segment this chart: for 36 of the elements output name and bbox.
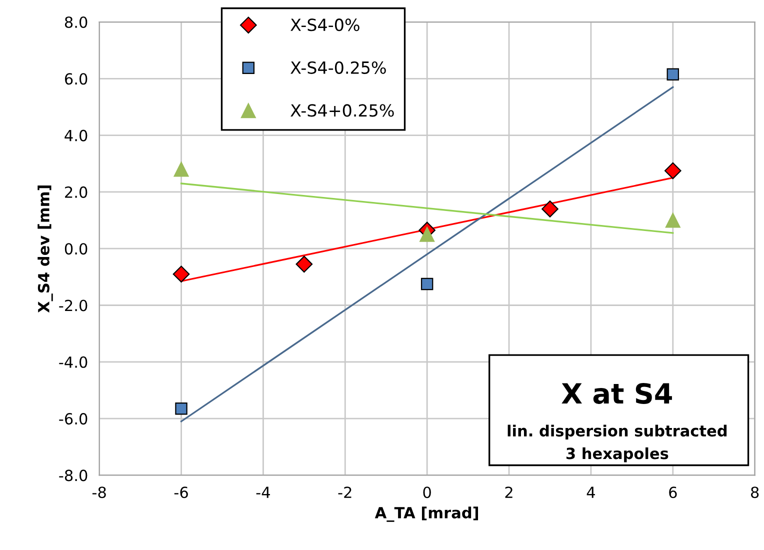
y-tick-label: 8.0 <box>64 16 88 28</box>
x-tick-label: -2 <box>338 486 352 498</box>
point <box>296 256 313 273</box>
point <box>420 226 435 242</box>
y-tick-label: -2.0 <box>59 300 88 312</box>
point <box>172 266 190 283</box>
y-axis-title: X_S4 dev [mm] <box>38 186 53 313</box>
y-tick-label: -4.0 <box>59 356 88 368</box>
point <box>542 200 558 218</box>
point <box>420 278 434 290</box>
y-tick-label: -8.0 <box>59 470 88 482</box>
annotation: 3 hexapoles <box>566 447 668 462</box>
legend-label: X-S4-0.25% <box>290 61 386 74</box>
x-tick-label: 6 <box>669 486 677 498</box>
y-tick-label: 6.0 <box>64 73 88 85</box>
point <box>666 68 680 81</box>
text: X at S4 <box>562 382 672 404</box>
point <box>665 212 680 228</box>
x-tick-label: 2 <box>505 486 512 498</box>
y-tick-label: 2.0 <box>65 186 88 198</box>
y-tick-label: 4.0 <box>64 130 88 142</box>
point <box>175 402 188 415</box>
annotation: lin. dispersion subtracted <box>508 424 727 440</box>
x-tick-label: -4 <box>256 486 270 498</box>
point <box>174 162 189 177</box>
point <box>664 162 682 180</box>
y-tick-label: 0.0 <box>64 243 88 255</box>
y-tick-label: -6.0 <box>59 413 88 425</box>
legend-label: X-S4+0.25% <box>290 104 394 117</box>
x-tick-label: 0 <box>423 486 431 498</box>
x-tick-label: -6 <box>174 486 188 498</box>
x-tick-label: 8 <box>751 486 759 498</box>
x-axis-title: A_TA [mrad] <box>374 506 478 522</box>
x-tick-label: -8 <box>92 486 106 498</box>
legend-label: X-S4-0% <box>290 18 360 32</box>
x-tick-label: 4 <box>586 486 595 498</box>
